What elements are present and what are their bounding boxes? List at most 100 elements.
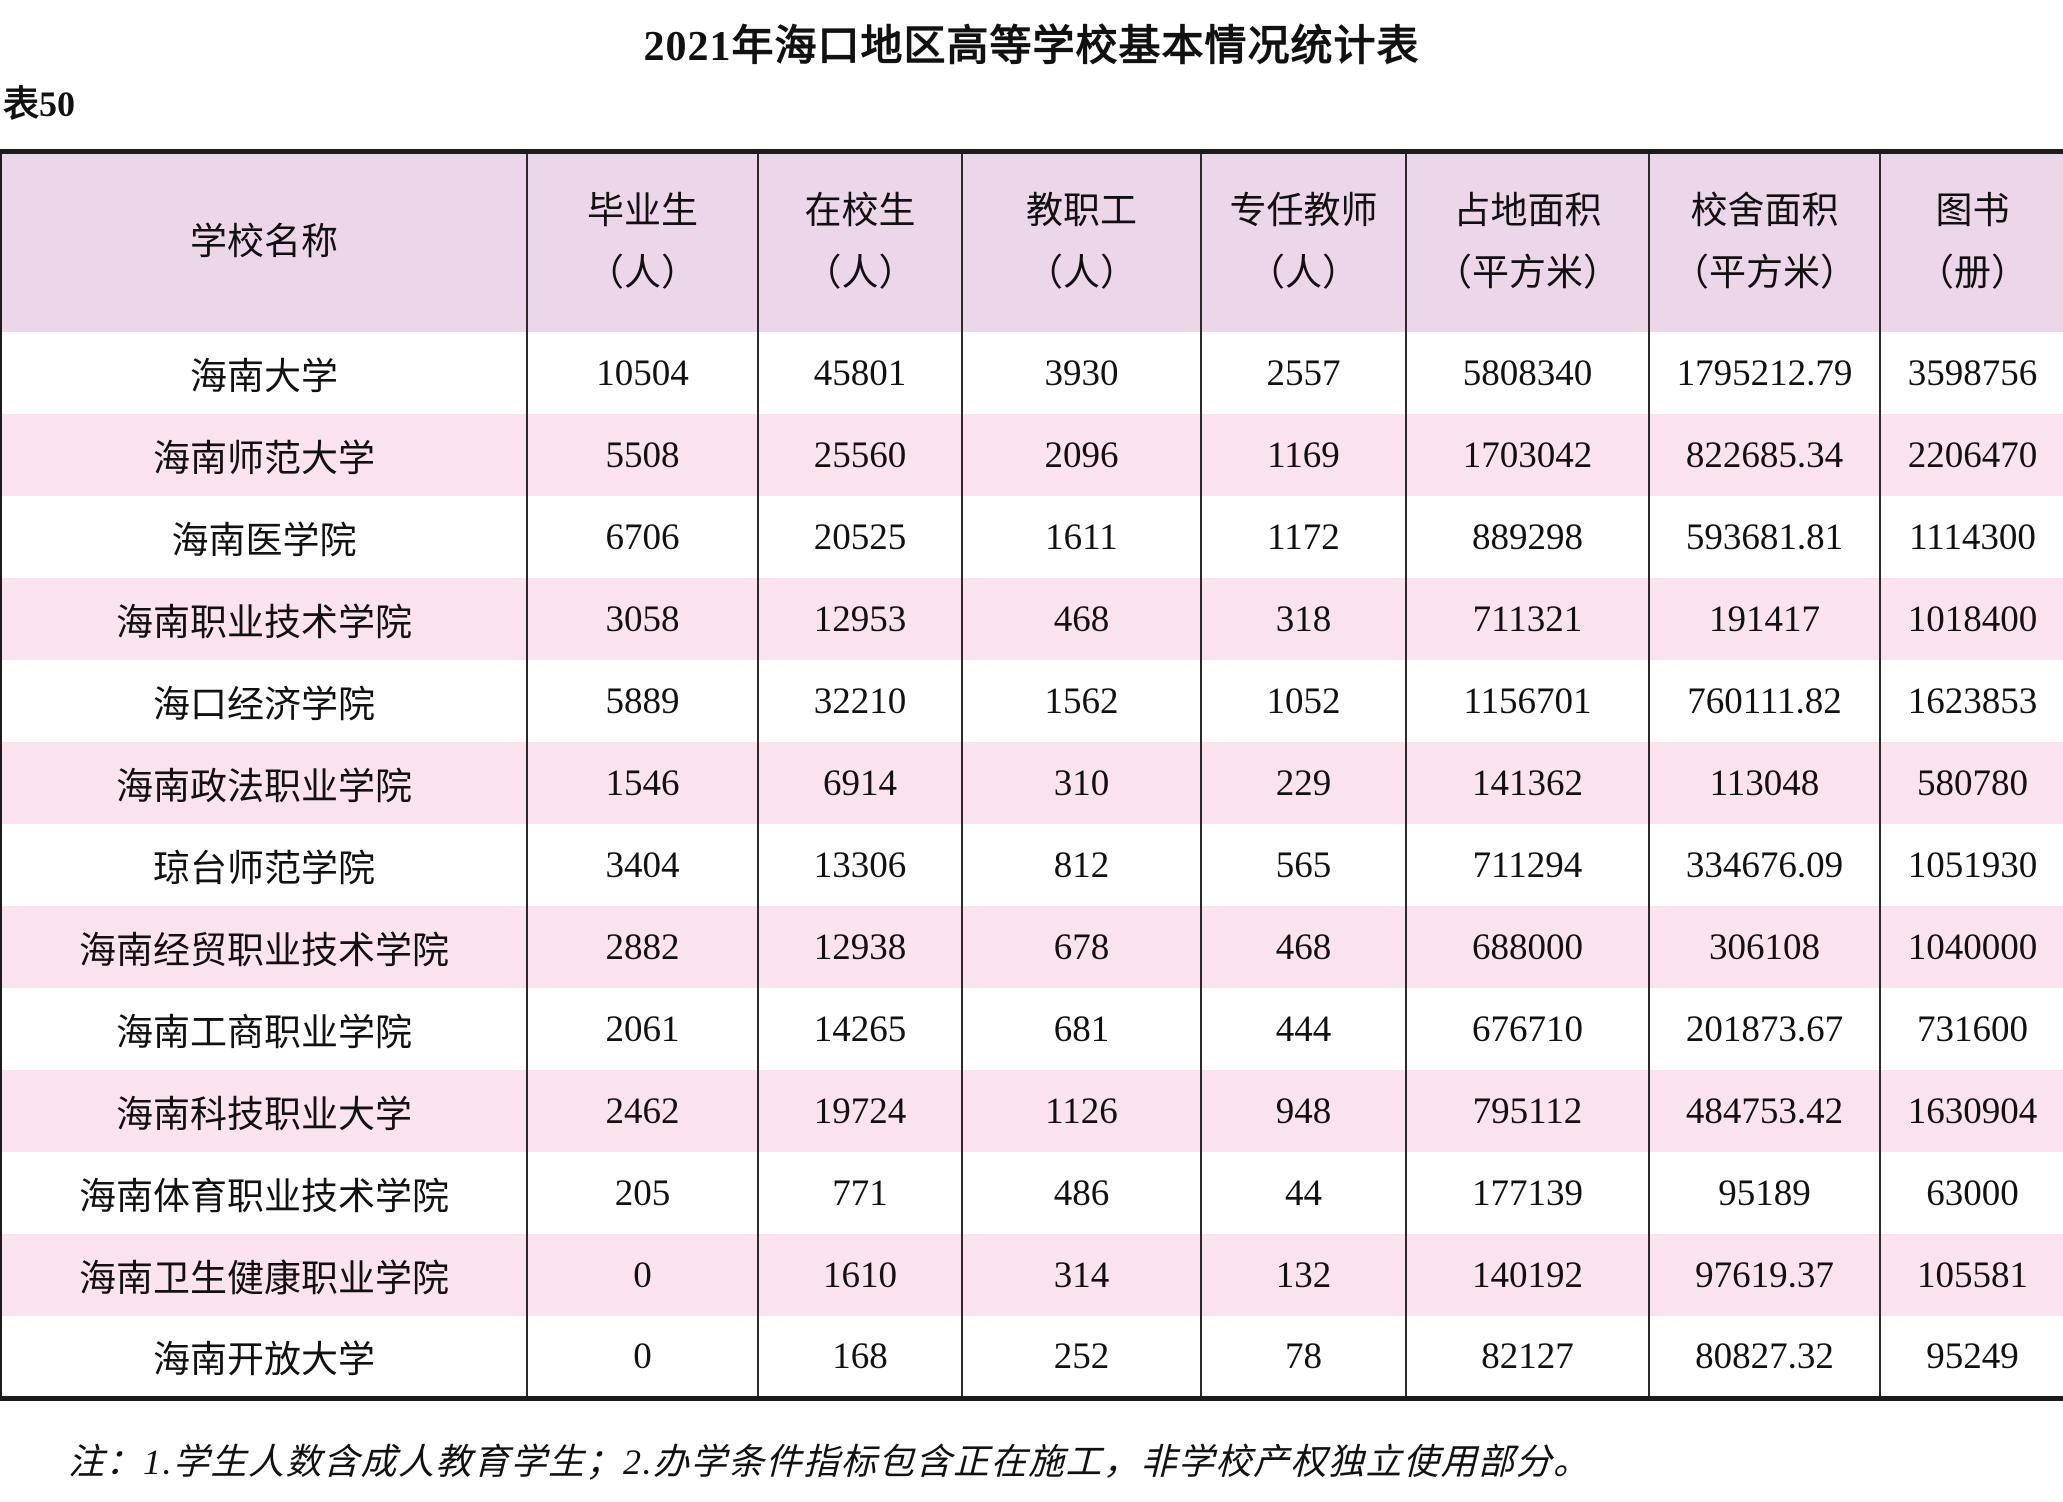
school-name-cell: 海南经贸职业技术学院 — [1, 906, 528, 989]
value-cell: 760111.82 — [1649, 660, 1881, 743]
value-cell: 229 — [1201, 742, 1407, 825]
value-cell: 1562 — [962, 660, 1202, 743]
value-cell: 45801 — [758, 332, 963, 415]
value-cell: 711321 — [1406, 578, 1650, 661]
value-cell: 593681.81 — [1649, 496, 1881, 579]
table-row: 海南经贸职业技术学院 2882 12938 678 468 688000 306108 104… — [1, 906, 2063, 989]
school-name-cell: 海南卫生健康职业学院 — [1, 1234, 528, 1317]
col-header-staff: 教职工 （人） — [962, 151, 1202, 333]
value-cell: 63000 — [1880, 1152, 2063, 1235]
table-body: 海南大学 10504 45801 3930 2557 5808340 1795212.79 3… — [1, 332, 2063, 1399]
value-cell: 141362 — [1406, 742, 1650, 825]
value-cell: 78 — [1201, 1316, 1407, 1399]
value-cell: 12938 — [758, 906, 963, 989]
value-cell: 771 — [758, 1152, 963, 1235]
table-row: 海南职业技术学院 3058 12953 468 318 711321 191417 10184… — [1, 578, 2063, 661]
table-row: 海南政法职业学院 1546 6914 310 229 141362 113048 580780 — [1, 742, 2063, 825]
value-cell: 0 — [527, 1316, 759, 1399]
col-header-enrolled: 在校生 （人） — [758, 151, 963, 333]
value-cell: 44 — [1201, 1152, 1407, 1235]
col-header-school-name: 学校名称 — [1, 151, 528, 333]
school-name-cell: 海南开放大学 — [1, 1316, 528, 1399]
value-cell: 889298 — [1406, 496, 1650, 579]
value-cell: 1172 — [1201, 496, 1407, 579]
value-cell: 19724 — [758, 1070, 963, 1153]
col-header-building-area: 校舍面积 （平方米） — [1649, 151, 1881, 333]
value-cell: 168 — [758, 1316, 963, 1399]
value-cell: 6914 — [758, 742, 963, 825]
school-name-cell: 海南科技职业大学 — [1, 1070, 528, 1153]
value-cell: 132 — [1201, 1234, 1407, 1317]
value-cell: 13306 — [758, 824, 963, 907]
value-cell: 95249 — [1880, 1316, 2063, 1399]
school-name-cell: 海南体育职业技术学院 — [1, 1152, 528, 1235]
school-name-cell: 海南政法职业学院 — [1, 742, 528, 825]
value-cell: 812 — [962, 824, 1202, 907]
col-header-label: 校舍面积 — [1690, 190, 1839, 232]
table-row: 海南开放大学 0 168 252 78 82127 80827.32 95249 — [1, 1316, 2063, 1399]
value-cell: 1623853 — [1880, 660, 2063, 743]
value-cell: 676710 — [1406, 988, 1650, 1071]
value-cell: 711294 — [1406, 824, 1650, 907]
value-cell: 2206470 — [1880, 414, 2063, 497]
col-header-books: 图书 （册） — [1880, 151, 2063, 333]
value-cell: 310 — [962, 742, 1202, 825]
col-header-land-area: 占地面积 （平方米） — [1406, 151, 1650, 333]
value-cell: 1795212.79 — [1649, 332, 1881, 415]
table-row: 海南体育职业技术学院 205 771 486 44 177139 95189 63000 — [1, 1152, 2063, 1235]
school-name-cell: 海南医学院 — [1, 496, 528, 579]
value-cell: 795112 — [1406, 1070, 1650, 1153]
table-row: 海南工商职业学院 2061 14265 681 444 676710 201873.67 73… — [1, 988, 2063, 1071]
value-cell: 5808340 — [1406, 332, 1650, 415]
table-row: 海南卫生健康职业学院 0 1610 314 132 140192 97619.37 10558… — [1, 1234, 2063, 1317]
value-cell: 2096 — [962, 414, 1202, 497]
value-cell: 20525 — [758, 496, 963, 579]
value-cell: 5889 — [527, 660, 759, 743]
value-cell: 1546 — [527, 742, 759, 825]
value-cell: 82127 — [1406, 1316, 1650, 1399]
value-cell: 2462 — [527, 1070, 759, 1153]
col-header-unit: （人） — [804, 253, 916, 295]
col-header-label: 图书 — [1935, 190, 2010, 232]
value-cell: 580780 — [1880, 742, 2063, 825]
value-cell: 565 — [1201, 824, 1407, 907]
table-row: 海南科技职业大学 2462 19724 1126 948 795112 484753.42 1… — [1, 1070, 2063, 1153]
value-cell: 1169 — [1201, 414, 1407, 497]
value-cell: 1114300 — [1880, 496, 2063, 579]
table-row: 琼台师范学院 3404 13306 812 565 711294 334676.09 1051… — [1, 824, 2063, 907]
page-title: 2021年海口地区高等学校基本情况统计表 — [643, 24, 1420, 70]
value-cell: 948 — [1201, 1070, 1407, 1153]
col-header-unit: （平方米） — [1435, 253, 1620, 295]
col-header-label: 教职工 — [1026, 190, 1137, 232]
value-cell: 140192 — [1406, 1234, 1650, 1317]
value-cell: 80827.32 — [1649, 1316, 1881, 1399]
school-name-cell: 海南大学 — [1, 332, 528, 415]
value-cell: 1611 — [962, 496, 1202, 579]
col-header-unit: （人） — [1248, 253, 1359, 295]
value-cell: 306108 — [1649, 906, 1881, 989]
value-cell: 14265 — [758, 988, 963, 1071]
value-cell: 1126 — [962, 1070, 1202, 1153]
table-row: 海南师范大学 5508 25560 2096 1169 1703042 822685.34 2… — [1, 414, 2063, 497]
school-name-cell: 海南工商职业学院 — [1, 988, 528, 1071]
value-cell: 3598756 — [1880, 332, 2063, 415]
value-cell: 95189 — [1649, 1152, 1881, 1235]
col-header-fulltime-teachers: 专任教师 （人） — [1201, 151, 1407, 333]
value-cell: 191417 — [1649, 578, 1881, 661]
value-cell: 6706 — [527, 496, 759, 579]
value-cell: 252 — [962, 1316, 1202, 1399]
school-name-cell: 海口经济学院 — [1, 660, 528, 743]
value-cell: 468 — [1201, 906, 1407, 989]
value-cell: 318 — [1201, 578, 1407, 661]
value-cell: 3404 — [527, 824, 759, 907]
value-cell: 444 — [1201, 988, 1407, 1071]
value-cell: 3930 — [962, 332, 1202, 415]
value-cell: 177139 — [1406, 1152, 1650, 1235]
value-cell: 2557 — [1201, 332, 1407, 415]
value-cell: 32210 — [758, 660, 963, 743]
table-row: 海口经济学院 5889 32210 1562 1052 1156701 760111.82 1… — [1, 660, 2063, 743]
value-cell: 201873.67 — [1649, 988, 1881, 1071]
value-cell: 688000 — [1406, 906, 1650, 989]
header-row: 学校名称 毕业生 （人） 在校生 （人） 教职工 （人） 专任教师 （人） — [1, 151, 2063, 333]
